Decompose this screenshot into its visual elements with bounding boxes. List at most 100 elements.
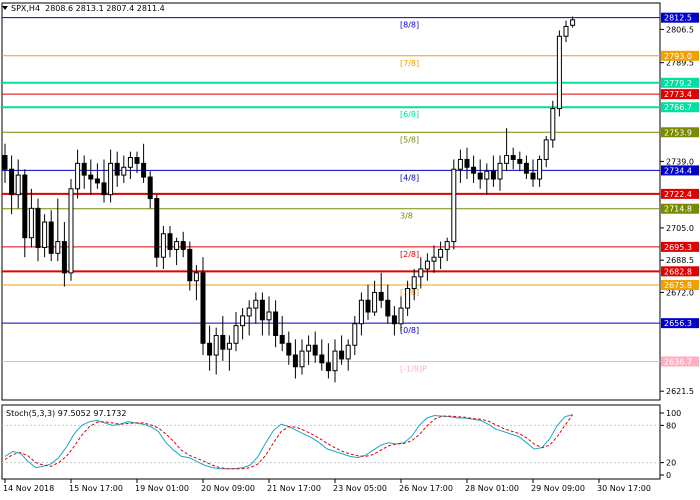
candle-body (543, 139, 549, 160)
candle-body (391, 315, 397, 325)
candle-body (444, 241, 450, 250)
candle-body (94, 178, 100, 184)
candle-body (325, 362, 331, 372)
candle-body (48, 221, 54, 254)
price-badge (661, 77, 699, 88)
candle-body (299, 350, 305, 368)
candle-body (81, 162, 87, 176)
price-badge (661, 318, 699, 329)
symbol-label: SPX,H4 (11, 4, 41, 13)
candle-body (246, 307, 252, 317)
murrey-level-label: [6/8] (400, 110, 419, 119)
candle-body (187, 248, 193, 282)
candle-body (457, 158, 463, 170)
candle-body (319, 354, 325, 364)
candle-body (385, 299, 391, 317)
price-axis-label: 2705.0 (666, 224, 694, 233)
candle-body (55, 241, 61, 254)
candle-body (306, 344, 312, 352)
candle-body (88, 174, 94, 180)
candle-body (477, 172, 483, 180)
candle-body (35, 207, 41, 248)
candle-body (523, 162, 529, 174)
candle-body (292, 354, 298, 368)
stoch-axis-label: 100 (666, 409, 681, 418)
price-badge-label: 2656.3 (664, 319, 692, 328)
candle-body (537, 158, 543, 180)
price-badge (661, 266, 699, 277)
indicator-values: 97.5052 97.1732 (57, 409, 127, 418)
price-badge (661, 50, 699, 61)
price-badge-label: 2722.4 (664, 190, 692, 199)
chevron-down-icon[interactable] (2, 6, 8, 10)
price-badge-label: 2714.8 (664, 205, 692, 214)
candle-body (273, 311, 279, 336)
candle-body (352, 323, 358, 346)
time-axis-label: 30 Nov 17:00 (597, 484, 651, 493)
candle-body (563, 25, 569, 37)
price-badge (661, 188, 699, 199)
candle-body (438, 248, 444, 258)
time-axis-label: 29 Nov 09:00 (531, 484, 585, 493)
candle-body (497, 162, 503, 180)
candle-body (61, 241, 67, 274)
candle-body (490, 170, 496, 180)
candle-body (15, 174, 21, 196)
candle-body (141, 162, 147, 178)
price-badge-label: 2675.8 (664, 281, 692, 290)
stoch-axis-label: 0 (666, 471, 671, 480)
candle-body (240, 315, 246, 327)
price-badge (661, 356, 699, 367)
candle-body (266, 311, 272, 321)
price-badge-label: 2773.4 (664, 90, 692, 99)
time-axis-label: 26 Nov 17:00 (399, 484, 453, 493)
candle-body (200, 272, 206, 344)
candle-body (160, 233, 166, 258)
murrey-level-label: [8/8] (400, 21, 419, 30)
candle-body (365, 299, 371, 313)
time-axis-label: 14 Nov 2018 (3, 484, 54, 493)
stoch-line-signal (4, 414, 574, 470)
candle-body (180, 241, 186, 250)
price-badge (661, 127, 699, 138)
time-axis-label: 15 Nov 17:00 (69, 484, 123, 493)
candle-body (484, 170, 490, 180)
candle-body (339, 350, 345, 360)
candle-body (332, 350, 338, 372)
candle-body (345, 344, 351, 360)
candle-body (504, 155, 510, 164)
main-panel-frame (1, 2, 661, 401)
stoch-axis-label: 20 (666, 459, 676, 468)
candle-body (253, 299, 259, 309)
candle-body (193, 272, 199, 282)
indicator-label: Stoch(5,3,3) (6, 409, 56, 418)
candle-body (405, 288, 411, 309)
candle-body (101, 182, 107, 196)
price-badge-label: 2695.3 (664, 243, 692, 252)
price-axis-label: 2739.0 (666, 157, 694, 166)
stoch-axis-label: 80 (666, 421, 676, 430)
murrey-level-label: [-1/8]P (400, 364, 427, 373)
candle-body (220, 334, 226, 350)
candle-body (451, 168, 457, 243)
candle-body (556, 35, 562, 110)
candle-body (398, 307, 404, 325)
candle-body (424, 260, 430, 270)
price-axis-label: 2806.5 (666, 25, 694, 34)
candle-body (517, 158, 523, 164)
price-axis-label: 2672.0 (666, 288, 694, 297)
candle-body (127, 156, 133, 168)
price-badge (661, 102, 699, 113)
murrey-level-label: [0/8] (400, 326, 419, 335)
candle-body (167, 233, 173, 250)
murrey-level-label: [4/8] (400, 173, 419, 182)
candle-body (279, 334, 285, 344)
time-axis-label: 19 Nov 01:00 (135, 484, 189, 493)
candle-body (259, 299, 265, 321)
price-axis-label: 2688.5 (666, 256, 694, 265)
candle-body (147, 176, 153, 200)
candle-body (42, 221, 48, 248)
candle-body (207, 342, 213, 356)
candle-body (75, 162, 81, 190)
